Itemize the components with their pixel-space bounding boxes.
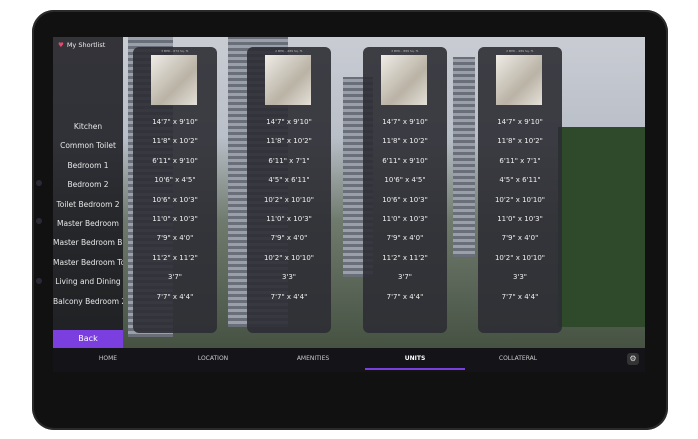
floor-plan-thumbnail [496, 55, 542, 105]
left-panel: My Shortlist Kitchen Common Toilet Bedroom… [53, 37, 123, 348]
dimension: 14'7" x 9'10" [152, 118, 198, 126]
active-underline [365, 368, 465, 370]
dimension: 10'6" x 4'5" [384, 176, 426, 185]
dimension: 10'2" x 10'10" [263, 253, 315, 262]
nav-item[interactable]: COLLATERAL [498, 355, 538, 362]
floor-plan-thumbnail [151, 55, 197, 105]
card-title: 3 BHK - 889 Sq. ft. [391, 49, 419, 53]
row-label: Master Bedroom Ba [53, 238, 123, 248]
row-label: Living and Dining [55, 277, 121, 287]
dimension: 11'0" x 10'3" [382, 215, 428, 223]
dimension: 11'0" x 10'3" [266, 215, 312, 223]
dimension: 11'8" x 10'2" [152, 137, 198, 146]
dimension: 7'9" x 4'0" [156, 234, 194, 243]
row-label: Bedroom 1 [67, 160, 109, 170]
camera [36, 180, 42, 186]
floor-plan-thumbnail [381, 55, 427, 105]
dimension: 14'7" x 9'10" [266, 118, 312, 126]
dimension: 7'7" x 4'4" [501, 292, 539, 301]
dimension: 6'11" x 7'1" [268, 156, 310, 165]
nav-item[interactable]: UNITS [404, 355, 426, 362]
dimension: 14'7" x 9'10" [382, 118, 428, 126]
unit-card[interactable]: 3 BHK - 889 Sq. ft. 14'7" x 9'10" 11'8" x … [363, 47, 447, 333]
screen: My Shortlist Kitchen Common Toilet Bedroom… [53, 37, 645, 372]
card-title: 2 BHK - 489 Sq. ft. [506, 49, 534, 53]
sensor [36, 218, 42, 224]
dimension: 10'6" x 10'3" [382, 195, 428, 204]
dimension: 14'7" x 9'10" [497, 118, 543, 126]
dimension: 11'8" x 10'2" [382, 137, 428, 146]
dimension: 7'7" x 4'4" [156, 292, 194, 301]
dimension: 7'7" x 4'4" [270, 292, 308, 301]
back-button[interactable]: Back [53, 330, 123, 348]
row-label: Kitchen [73, 122, 103, 131]
dimension: 4'5" x 6'11" [268, 176, 310, 185]
dimension: 10'6" x 10'3" [152, 195, 198, 204]
building [453, 57, 475, 257]
dimension: 3'7" [167, 273, 183, 282]
row-label: Bedroom 2 [67, 180, 109, 190]
dimension: 6'11" x 9'10" [382, 156, 428, 165]
floor-plan-thumbnail [265, 55, 311, 105]
nav-item[interactable]: LOCATION [197, 355, 229, 362]
dimension: 11'0" x 10'3" [152, 215, 198, 223]
row-label: Balcony Bedroom 2 [53, 296, 123, 306]
row-label: Toilet Bedroom 2 [56, 199, 120, 209]
dimension: 7'9" x 4'0" [501, 234, 539, 243]
dimension: 7'7" x 4'4" [386, 292, 424, 301]
nav-bar: ⚙ HOME LOCATION AMENITIES UNITS COLLATERAL [53, 348, 645, 372]
sensor [36, 278, 42, 284]
dimension: 7'9" x 4'0" [386, 234, 424, 243]
dimension: 11'2" x 11'2" [382, 253, 428, 262]
dimension: 6'11" x 9'10" [152, 156, 198, 165]
dimension: 3'3" [281, 273, 297, 282]
dimension: 3'3" [512, 273, 528, 282]
dimension: 11'0" x 10'3" [497, 215, 543, 223]
nav-item[interactable]: AMENITIES [296, 355, 330, 362]
unit-card[interactable]: 2 BHK - 489 Sq. ft. 14'7" x 9'10" 11'8" x … [478, 47, 562, 333]
dimension: 4'5" x 6'11" [499, 176, 541, 185]
dimension: 7'9" x 4'0" [270, 234, 308, 243]
unit-card[interactable]: 2 BHK - 489 Sq. ft. 14'7" x 9'10" 11'8" x … [247, 47, 331, 333]
dimension: 11'8" x 10'2" [497, 137, 543, 146]
card-title: 2 BHK - 489 Sq. ft. [275, 49, 303, 53]
settings-button[interactable]: ⚙ [627, 353, 639, 365]
row-label: Master Bedroom To [53, 257, 123, 267]
shortlist-link[interactable]: My Shortlist [58, 41, 106, 49]
dimension: 10'6" x 4'5" [154, 176, 196, 185]
nav-item[interactable]: HOME [98, 355, 118, 362]
unit-card[interactable]: 3 BHK - 874 Sq. ft. 14'7" x 9'10" 11'8" x … [133, 47, 217, 333]
dimension: 3'7" [397, 273, 413, 282]
dimension: 11'2" x 11'2" [152, 253, 198, 262]
dimension: 6'11" x 7'1" [499, 156, 541, 165]
dimension: 10'2" x 10'10" [494, 195, 546, 204]
row-label: Master Bedroom [57, 219, 119, 228]
dimension: 10'2" x 10'10" [494, 253, 546, 262]
card-title: 3 BHK - 874 Sq. ft. [161, 49, 189, 53]
dimension: 10'2" x 10'10" [263, 195, 315, 204]
dimension: 11'8" x 10'2" [266, 137, 312, 146]
trees [558, 127, 645, 327]
row-label: Common Toilet [60, 141, 116, 151]
